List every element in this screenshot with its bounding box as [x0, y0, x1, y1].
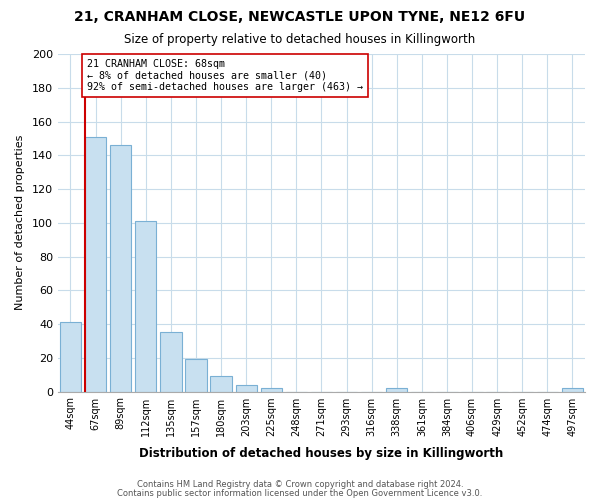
Bar — [185, 360, 206, 392]
Bar — [110, 145, 131, 392]
Text: Contains public sector information licensed under the Open Government Licence v3: Contains public sector information licen… — [118, 488, 482, 498]
Bar — [211, 376, 232, 392]
Bar — [135, 221, 157, 392]
Bar — [386, 388, 407, 392]
Bar — [160, 332, 182, 392]
Text: 21 CRANHAM CLOSE: 68sqm
← 8% of detached houses are smaller (40)
92% of semi-det: 21 CRANHAM CLOSE: 68sqm ← 8% of detached… — [87, 59, 363, 92]
Bar — [562, 388, 583, 392]
Text: 21, CRANHAM CLOSE, NEWCASTLE UPON TYNE, NE12 6FU: 21, CRANHAM CLOSE, NEWCASTLE UPON TYNE, … — [74, 10, 526, 24]
Bar — [85, 136, 106, 392]
X-axis label: Distribution of detached houses by size in Killingworth: Distribution of detached houses by size … — [139, 447, 503, 460]
Y-axis label: Number of detached properties: Number of detached properties — [15, 135, 25, 310]
Text: Contains HM Land Registry data © Crown copyright and database right 2024.: Contains HM Land Registry data © Crown c… — [137, 480, 463, 489]
Bar — [236, 385, 257, 392]
Text: Size of property relative to detached houses in Killingworth: Size of property relative to detached ho… — [124, 32, 476, 46]
Bar — [260, 388, 282, 392]
Bar — [60, 322, 81, 392]
